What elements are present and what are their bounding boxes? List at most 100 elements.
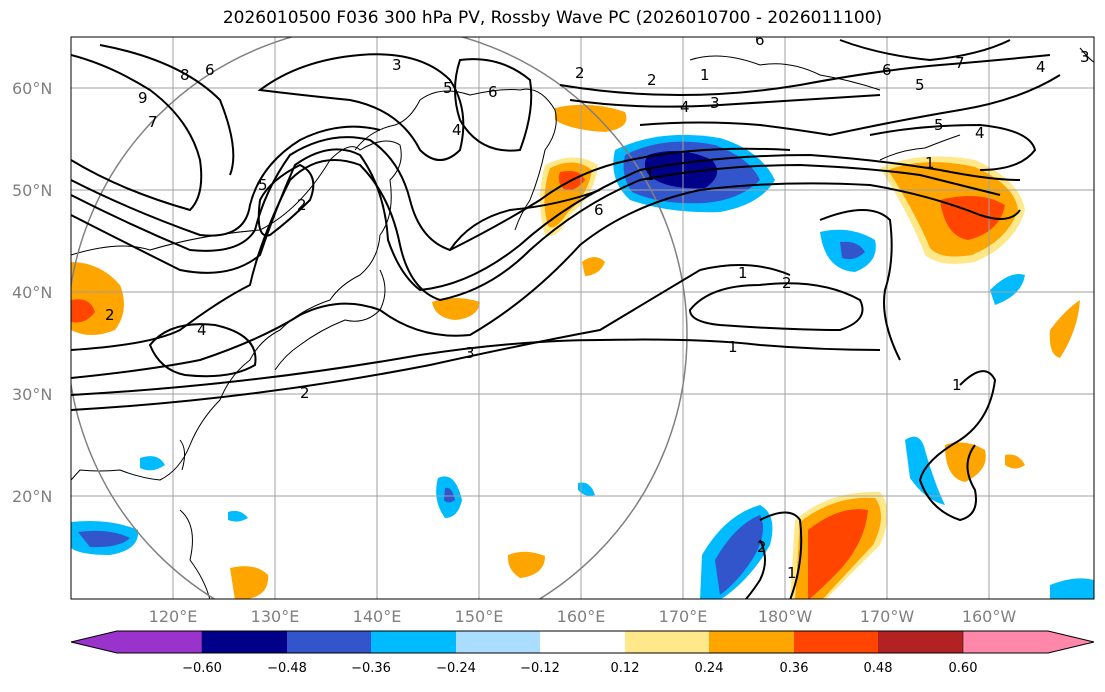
contour-label: 4 xyxy=(452,121,462,139)
positive-anomaly xyxy=(582,257,605,276)
negative-anomaly xyxy=(140,456,165,471)
contour-label: 1 xyxy=(700,66,710,84)
colorbar-tick-label: 0.36 xyxy=(780,661,809,676)
contour-label: 7 xyxy=(148,113,158,131)
colorbar-segment xyxy=(202,631,287,653)
contour-label: 1 xyxy=(738,264,748,282)
contour-label: 2 xyxy=(757,538,767,556)
lat-label: 30°N xyxy=(12,385,52,404)
contour-label: 3 xyxy=(710,94,720,112)
lon-label: 160°W xyxy=(962,607,1017,626)
negative-anomaly xyxy=(715,515,764,595)
colorbar-segment xyxy=(70,630,203,654)
contour-label: 6 xyxy=(755,31,765,49)
contour-label: 7 xyxy=(955,54,965,72)
colorbar-tick-label: −0.12 xyxy=(520,661,560,676)
colorbar-tick-label: −0.48 xyxy=(267,661,307,676)
positive-anomaly xyxy=(555,104,627,132)
lon-label: 170°W xyxy=(860,607,915,626)
contour-label: 6 xyxy=(488,83,498,101)
negative-anomaly xyxy=(578,482,595,496)
contour-label: 4 xyxy=(1036,58,1046,76)
contour-label: 1 xyxy=(728,338,738,356)
colorbar: −0.60 −0.48 −0.36 −0.24 −0.12 0.12 0.24 … xyxy=(70,630,1095,676)
contour-label: 1 xyxy=(787,564,797,582)
colorbar-segment xyxy=(625,631,709,653)
contour-label: 6 xyxy=(594,201,604,219)
lon-label: 170°E xyxy=(659,607,708,626)
contour-label: 3 xyxy=(465,344,475,362)
contour-label: 9 xyxy=(138,89,148,107)
colorbar-tick-label: 0.24 xyxy=(695,661,724,676)
contour-label: 8 xyxy=(180,66,190,84)
contour-label: 6 xyxy=(882,61,892,79)
colorbar-segment xyxy=(456,631,540,653)
lon-label: 120°E xyxy=(149,607,198,626)
contour-label: 6 xyxy=(205,61,215,79)
positive-anomaly xyxy=(71,299,95,323)
negative-anomaly xyxy=(228,510,248,522)
contour-label: 1 xyxy=(925,154,935,172)
contour-label: 2 xyxy=(575,64,585,82)
pv-contours xyxy=(71,39,1061,599)
contour-label: 4 xyxy=(197,321,207,339)
negative-anomaly xyxy=(840,241,865,260)
contour-label: 2 xyxy=(300,384,310,402)
contour-label: 2 xyxy=(782,274,792,292)
colorbar-tick-label: 0.48 xyxy=(864,661,893,676)
contour-label: 3 xyxy=(1080,48,1090,66)
negative-anomaly xyxy=(444,487,455,503)
map-title: 2026010500 F036 300 hPa PV, Rossby Wave … xyxy=(222,8,883,28)
latitude-labels: 60°N 50°N 40°N 30°N 20°N xyxy=(12,79,52,506)
contour-label: 1 xyxy=(645,166,655,184)
colorbar-tick-label: −0.24 xyxy=(436,661,476,676)
negative-anomaly xyxy=(990,274,1025,305)
contour-label-group: 8 9 7 6 5 2 3 5 6 4 2 2 1 4 3 1 6 7 5 4 … xyxy=(105,31,1090,582)
longitude-labels: 120°E 130°E 140°E 150°E 160°E 170°E 180°… xyxy=(149,607,1017,626)
colorbar-outline xyxy=(70,630,1095,654)
map-area: 8 9 7 6 5 2 3 5 6 4 2 2 1 4 3 1 6 7 5 4 … xyxy=(71,31,1094,599)
contour-label: 5 xyxy=(258,176,268,194)
contour-label: 2 xyxy=(105,306,115,324)
contour-label: 2 xyxy=(647,71,657,89)
positive-anomaly xyxy=(1005,454,1025,469)
colorbar-tick-label: 0.12 xyxy=(611,661,640,676)
positive-anomaly xyxy=(945,442,986,482)
positive-anomaly xyxy=(507,551,545,578)
colorbar-segment xyxy=(540,631,625,653)
colorbar-segment xyxy=(287,631,371,653)
colorbar-segment xyxy=(794,631,878,653)
map-frame xyxy=(70,36,1095,600)
colorbar-segment xyxy=(878,631,963,653)
colorbar-tick-label: −0.60 xyxy=(182,661,222,676)
positive-anomaly xyxy=(1049,300,1080,358)
lon-label: 160°E xyxy=(557,607,606,626)
colorbar-segment xyxy=(371,631,456,653)
contour-label: 1 xyxy=(952,376,962,394)
coastlines xyxy=(71,47,1094,599)
contour-label: 3 xyxy=(392,56,402,74)
colorbar-tick-label: −0.36 xyxy=(351,661,391,676)
contour-label: 5 xyxy=(934,116,944,134)
lat-label: 50°N xyxy=(12,181,52,200)
contour-label: 4 xyxy=(680,98,690,116)
colorbar-segment xyxy=(709,631,794,653)
contour-label: 2 xyxy=(297,196,307,214)
contour-label: 5 xyxy=(915,76,925,94)
positive-anomaly xyxy=(808,509,868,599)
lon-label: 140°E xyxy=(353,607,402,626)
contour-label: 5 xyxy=(443,79,453,97)
contour-label: 4 xyxy=(975,124,985,142)
lon-label: 180°W xyxy=(758,607,813,626)
lat-label: 60°N xyxy=(12,79,52,98)
negative-anomaly xyxy=(78,530,130,548)
negative-anomaly xyxy=(1050,578,1094,599)
colorbar-tick-label: 0.60 xyxy=(949,661,978,676)
lon-label: 150°E xyxy=(455,607,504,626)
positive-anomaly xyxy=(230,566,269,599)
lat-label: 20°N xyxy=(12,487,52,506)
lon-label: 130°E xyxy=(251,607,300,626)
colorbar-segment xyxy=(962,630,1095,654)
positive-anomaly xyxy=(432,298,480,320)
